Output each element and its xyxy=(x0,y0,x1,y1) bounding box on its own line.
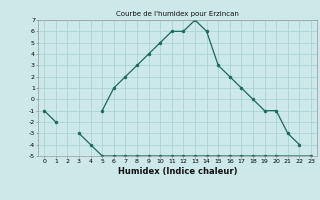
X-axis label: Humidex (Indice chaleur): Humidex (Indice chaleur) xyxy=(118,167,237,176)
Text: Courbe de l'humidex pour Erzincan: Courbe de l'humidex pour Erzincan xyxy=(116,11,239,17)
